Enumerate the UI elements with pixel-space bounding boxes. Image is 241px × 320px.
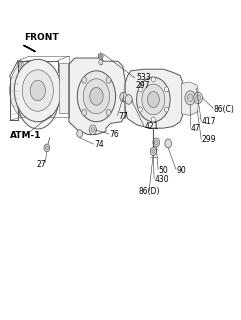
Text: 86(D): 86(D)	[138, 188, 160, 196]
Circle shape	[99, 60, 103, 65]
Ellipse shape	[10, 60, 49, 119]
Text: 421: 421	[144, 122, 159, 131]
Circle shape	[14, 59, 61, 122]
Circle shape	[22, 70, 53, 111]
Circle shape	[196, 95, 201, 101]
Text: 86(C): 86(C)	[214, 105, 234, 114]
Circle shape	[154, 140, 158, 145]
Circle shape	[82, 109, 87, 116]
Circle shape	[150, 147, 156, 156]
Text: 76: 76	[110, 130, 119, 139]
Text: 297: 297	[136, 81, 150, 90]
Circle shape	[91, 127, 94, 132]
Polygon shape	[23, 45, 35, 52]
Circle shape	[147, 92, 159, 108]
Circle shape	[120, 92, 127, 102]
Circle shape	[77, 130, 82, 137]
Circle shape	[138, 107, 142, 112]
Circle shape	[44, 144, 50, 152]
Text: 533: 533	[136, 73, 151, 82]
Circle shape	[138, 87, 142, 92]
Circle shape	[187, 94, 193, 102]
Circle shape	[19, 62, 22, 66]
Circle shape	[90, 87, 103, 105]
Circle shape	[185, 91, 195, 105]
Text: ATM-1: ATM-1	[10, 131, 41, 140]
Circle shape	[165, 139, 172, 148]
Text: 417: 417	[202, 117, 216, 126]
Text: 90: 90	[177, 166, 186, 175]
Polygon shape	[125, 69, 182, 128]
Circle shape	[142, 84, 165, 115]
Text: 430: 430	[154, 175, 169, 184]
Circle shape	[125, 95, 132, 104]
Circle shape	[151, 117, 155, 122]
Circle shape	[77, 71, 115, 122]
Circle shape	[106, 109, 111, 116]
Circle shape	[83, 79, 110, 114]
Circle shape	[165, 107, 168, 112]
Circle shape	[194, 92, 202, 104]
Circle shape	[82, 77, 87, 83]
Polygon shape	[181, 82, 198, 116]
Text: 50: 50	[159, 166, 168, 175]
Circle shape	[152, 149, 155, 153]
Circle shape	[98, 53, 103, 59]
Polygon shape	[69, 58, 125, 134]
Text: 27: 27	[36, 160, 46, 169]
Circle shape	[89, 125, 96, 134]
Text: FRONT: FRONT	[25, 33, 59, 42]
Circle shape	[153, 138, 160, 147]
Text: 299: 299	[202, 135, 216, 144]
Circle shape	[100, 54, 102, 58]
Text: 47: 47	[191, 124, 201, 132]
Circle shape	[165, 87, 168, 92]
Circle shape	[151, 77, 155, 82]
Text: 74: 74	[94, 140, 104, 149]
Circle shape	[137, 77, 170, 122]
Circle shape	[46, 146, 48, 150]
Text: 77: 77	[118, 112, 128, 121]
Bar	[59, 63, 68, 113]
Ellipse shape	[17, 67, 59, 129]
Circle shape	[30, 80, 46, 101]
Circle shape	[106, 77, 111, 83]
